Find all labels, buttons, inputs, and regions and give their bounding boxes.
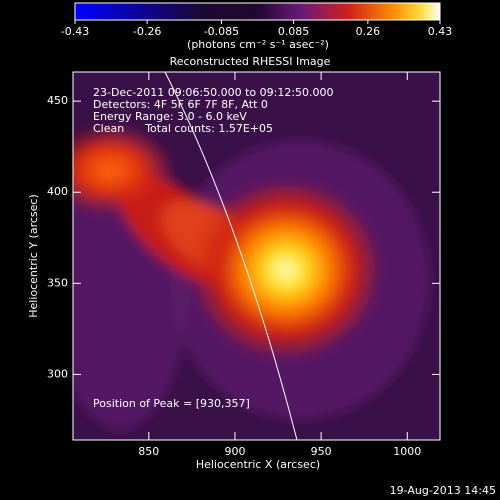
annotations: 23-Dec-2011 09:06:50.000 to 09:12:50.000…	[93, 86, 334, 135]
x-tick-label: 900	[224, 445, 245, 458]
annotation: Detectors: 4F 5F 6F 7F 8F, Att 0	[93, 98, 268, 111]
colorbar-tick-label: -0.43	[61, 25, 89, 38]
y-tick-label: 400	[47, 185, 68, 198]
x-axis-label: Heliocentric X (arcsec)	[196, 458, 320, 471]
y-axis-label: Heliocentric Y (arcsec)	[27, 194, 40, 318]
annotation: 23-Dec-2011 09:06:50.000 to 09:12:50.000	[93, 86, 334, 99]
colorbar-label: (photons cm⁻² s⁻¹ asec⁻²)	[187, 38, 329, 51]
x-tick-label: 950	[311, 445, 332, 458]
annotation: Clean Total counts: 1.57E+05	[93, 122, 273, 135]
image	[73, 72, 440, 440]
peak-label: Position of Peak = [930,357]	[93, 397, 250, 410]
chart-title: Reconstructed RHESSI Image	[170, 55, 331, 68]
x-tick-label: 1000	[393, 445, 421, 458]
y-tick-label: 450	[47, 94, 68, 107]
colorbar-tick-label: 0.43	[428, 25, 453, 38]
y-tick-label: 300	[47, 367, 68, 380]
colorbar-tick-label: 0.26	[356, 25, 381, 38]
colorbar-tick-label: -0.26	[133, 25, 161, 38]
colorbar-tick-label: -0.085	[204, 25, 239, 38]
plot-frame	[72, 71, 441, 441]
footer: 19-Aug-2013 14:45	[390, 484, 496, 497]
x-tick-label: 850	[138, 445, 159, 458]
y-tick-label: 350	[47, 276, 68, 289]
annotation: Energy Range: 3.0 - 6.0 keV	[93, 110, 247, 123]
colorbar	[74, 2, 441, 21]
colorbar-tick-label: 0.085	[278, 25, 310, 38]
